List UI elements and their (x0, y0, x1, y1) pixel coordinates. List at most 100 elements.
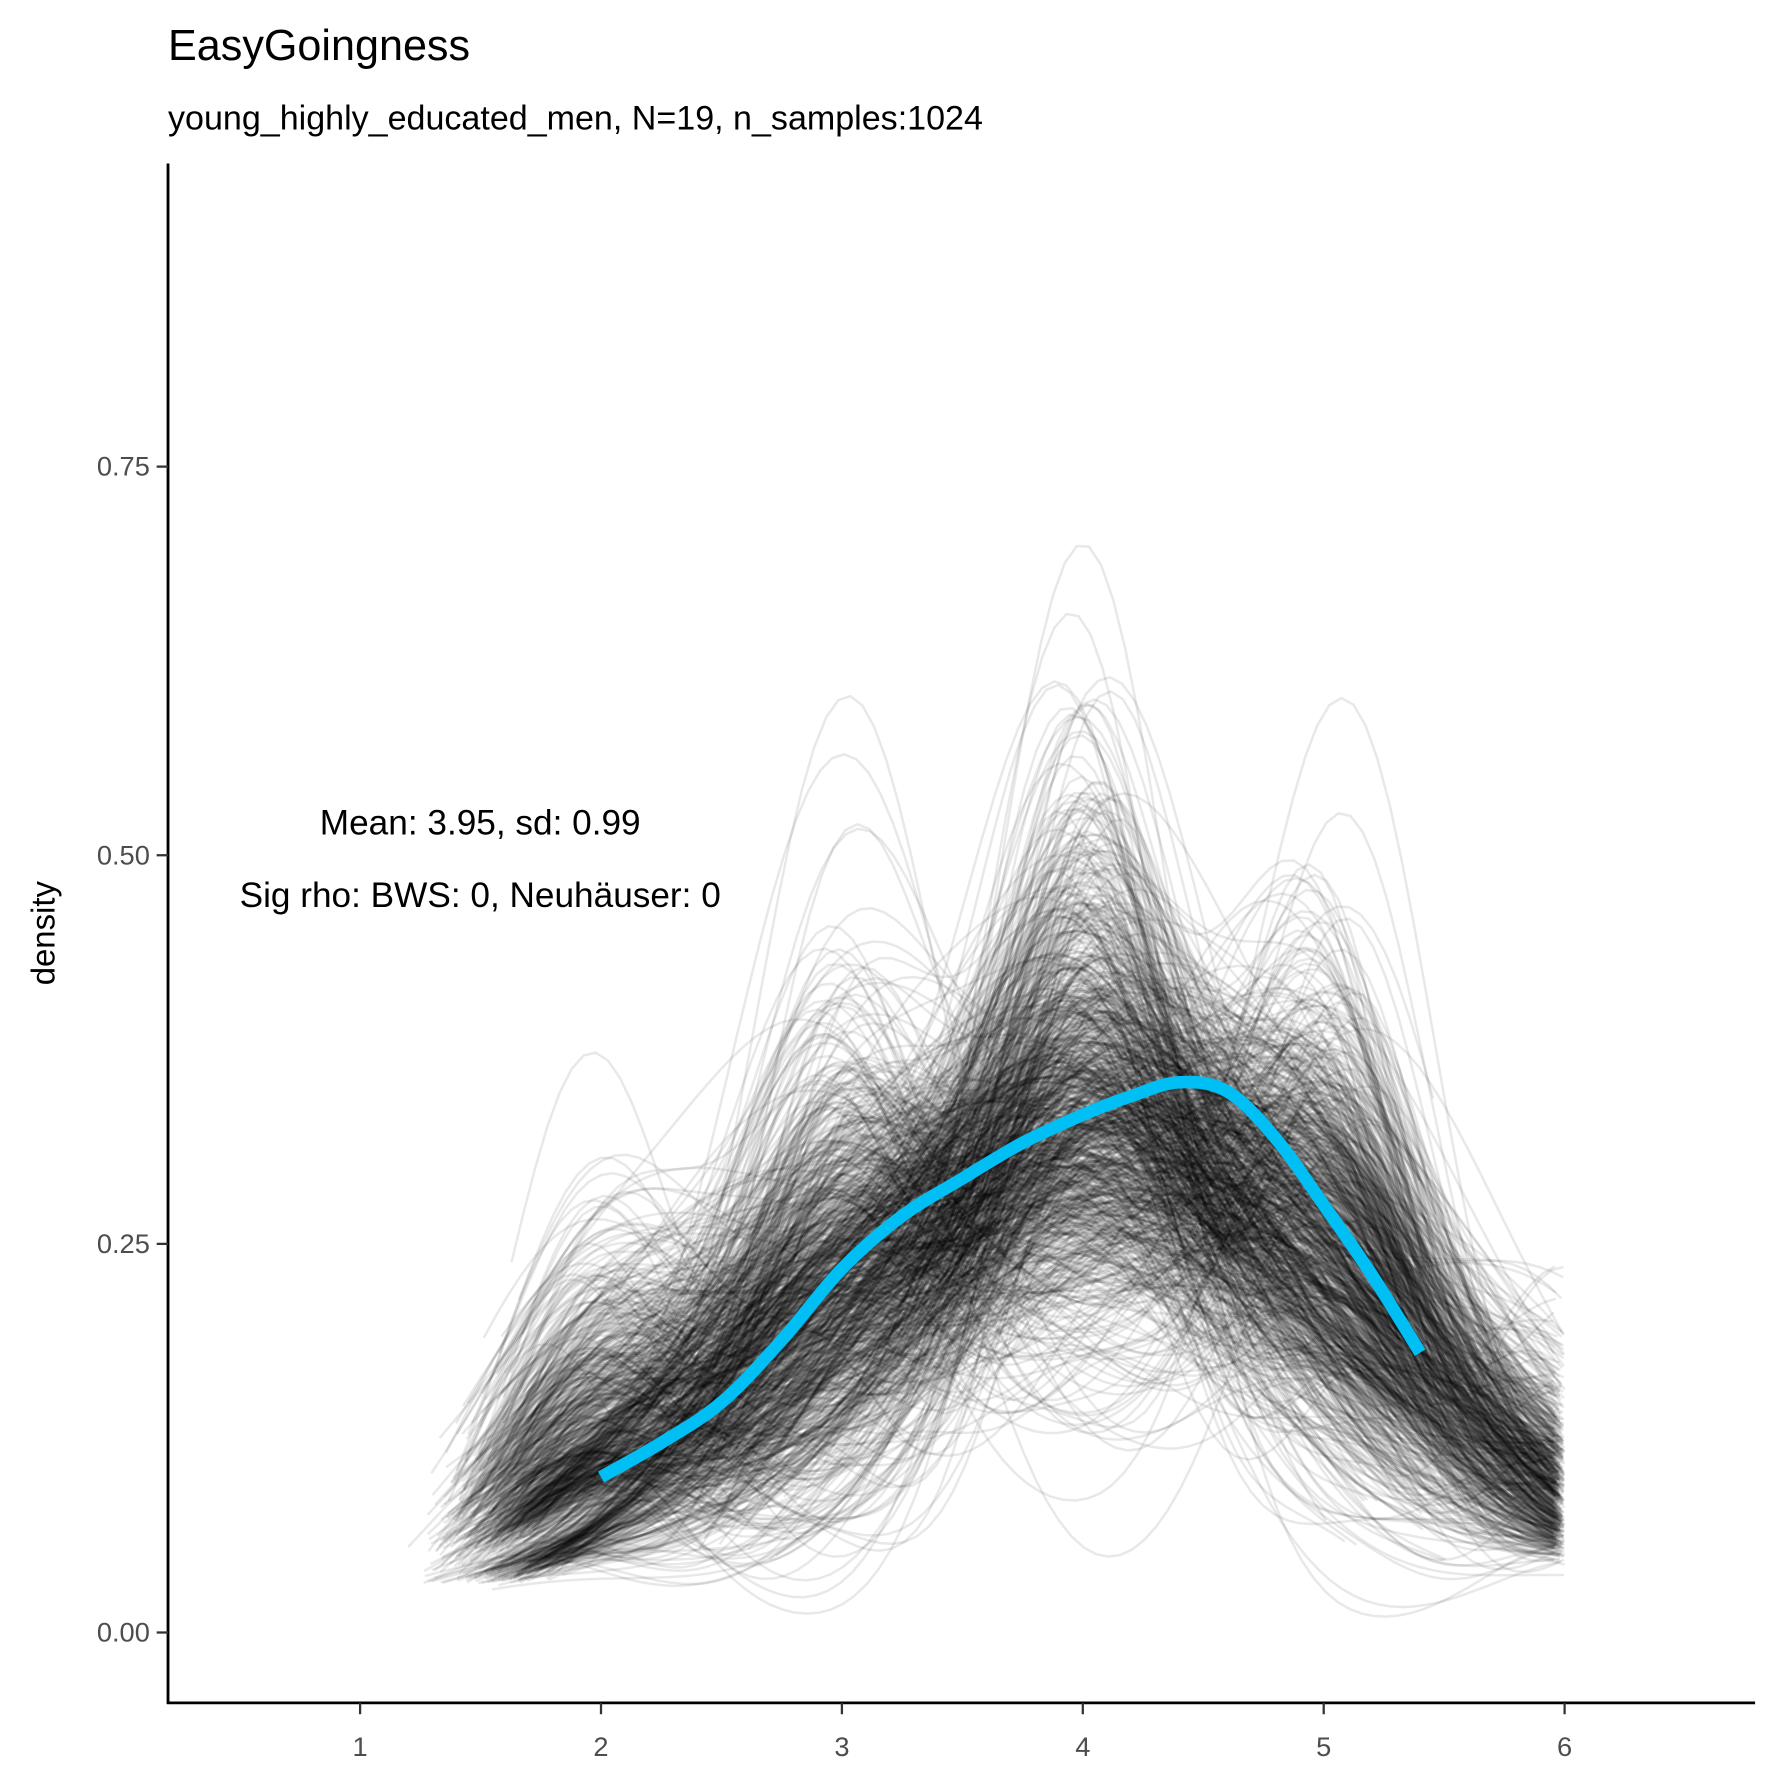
sample-density-line (538, 1029, 1565, 1558)
sample-density-line (701, 933, 1415, 1496)
sample-density-line (474, 1012, 1560, 1556)
sample-density-line (552, 1030, 1519, 1558)
sample-density-line (720, 796, 1410, 1512)
sample-density-line (539, 1057, 1565, 1557)
sample-density-line (452, 862, 1395, 1519)
sample-density-line (457, 984, 1555, 1567)
sample-density-line (507, 1212, 1401, 1451)
sample-density-line (448, 846, 1559, 1543)
sample-density-line (822, 807, 1560, 1520)
sample-density-line (562, 1149, 1564, 1526)
sample-density-line (500, 1134, 1394, 1526)
sample-density-line (539, 1040, 1565, 1566)
sample-density-line (535, 874, 1381, 1525)
sample-density-line (468, 1152, 1555, 1504)
sample-density-line (530, 1059, 1557, 1531)
sample-density-line (457, 1098, 1424, 1558)
sample-density-line (521, 1080, 1560, 1528)
sample-density-line (723, 1105, 1557, 1467)
sample-density-line (482, 899, 1557, 1573)
sample-density-line (517, 999, 1556, 1583)
sample-density-line (496, 1098, 1391, 1489)
sample-density-line (501, 1114, 1563, 1535)
x-tick-label: 6 (1557, 1731, 1572, 1762)
sample-density-line (531, 1053, 1401, 1498)
sample-density-line (519, 1054, 1533, 1504)
sample-density-line (520, 1113, 1426, 1518)
sample-density-line (615, 993, 1557, 1548)
sample-density-line (518, 999, 1557, 1524)
sample-density-line (490, 1092, 1396, 1539)
sample-density-line (434, 1080, 1388, 1580)
sample-density-line (484, 1086, 1426, 1539)
sample-density-line (794, 991, 1555, 1480)
sample-density-line (473, 923, 1559, 1580)
sample-density-line (500, 947, 1431, 1543)
sample-density-line (599, 975, 1565, 1541)
sample-density-line (511, 933, 1561, 1455)
sample-density-line (465, 957, 1564, 1568)
sample-density-line (503, 1035, 1349, 1520)
sample-density-line (537, 987, 1563, 1571)
sample-density-line (438, 918, 1392, 1548)
sample-density-line (489, 1187, 1419, 1499)
sample-density-line (474, 1107, 1560, 1576)
sample-density-line (553, 1053, 1411, 1509)
sample-density-line (782, 1061, 1556, 1439)
sample-density-line (505, 1139, 1555, 1539)
sample-density-line (504, 1034, 1566, 1570)
sample-density-line (713, 818, 1558, 1519)
sample-density-line (574, 958, 1564, 1514)
sample-density-line (521, 892, 1404, 1527)
sample-density-line (487, 1103, 1561, 1521)
sample-density-line (510, 999, 1537, 1519)
sample-density-line (512, 1152, 1563, 1526)
sample-density-line (521, 962, 1559, 1571)
sample-density-line (512, 1060, 1562, 1533)
sample-density-line (534, 997, 1560, 1544)
sample-density-line (567, 827, 1389, 1550)
sample-density-line (508, 1124, 1559, 1512)
sample-density-line (489, 977, 1431, 1544)
sample-density-line (570, 1082, 1560, 1545)
sample-density-line (495, 1222, 1557, 1518)
sample-density-line (531, 1151, 1557, 1529)
sample-density-line (498, 1153, 1561, 1569)
sample-density-line (523, 1170, 1561, 1516)
sample-density-line (514, 1073, 1565, 1567)
sample-density-line (489, 976, 1432, 1517)
sample-density-line (550, 1116, 1565, 1553)
sample-density-line (711, 1033, 1557, 1520)
sample-density-line (527, 1183, 1565, 1533)
sample-density-line (510, 1042, 1549, 1526)
sample-density-line (502, 1075, 1565, 1529)
sample-density-line (488, 1074, 1394, 1515)
sample-density-line (529, 1015, 1554, 1563)
sample-density-line (581, 1104, 1559, 1533)
sample-density-line (486, 1092, 1560, 1543)
sample-density-line (461, 1088, 1560, 1522)
sample-density-line (555, 1146, 1557, 1516)
sample-density-line (500, 1094, 1563, 1578)
sample-density-line (575, 891, 1565, 1564)
sample-density-line (514, 994, 1396, 1541)
sample-density-line (460, 1235, 1415, 1478)
sample-density-line (515, 1205, 1565, 1526)
sample-density-line (464, 1013, 1562, 1576)
sample-density-line (571, 1129, 1561, 1535)
sample-density-line (583, 1064, 1561, 1501)
sample-density-line (480, 1193, 1410, 1453)
sample-density-line (435, 702, 1558, 1552)
sample-density-line (475, 1009, 1561, 1565)
sample-density-line (465, 782, 1407, 1507)
sample-density-line (510, 1051, 1561, 1562)
sample-density-line (498, 1160, 1404, 1499)
sample-density-line (762, 885, 1404, 1449)
y-axis-label: density (24, 881, 61, 986)
sample-density-line (482, 1155, 1556, 1486)
sample-density-line (709, 1150, 1555, 1444)
sample-density-line (519, 998, 1557, 1548)
sample-density-line (518, 940, 1556, 1536)
sample-density-line (491, 994, 1554, 1526)
sample-density-line (510, 1159, 1332, 1422)
